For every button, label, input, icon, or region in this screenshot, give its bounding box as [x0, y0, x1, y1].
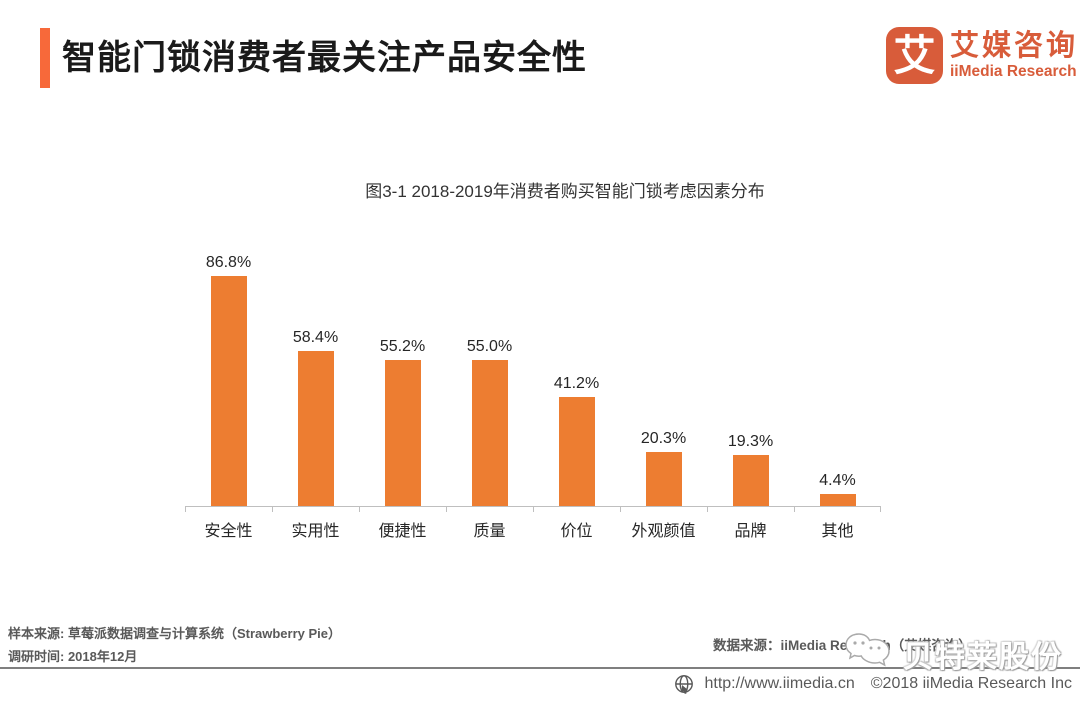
bar-value-label: 55.0% [466, 338, 513, 355]
title-accent-bar [40, 28, 50, 88]
bar [645, 452, 682, 506]
bar-value-label: 86.8% [205, 254, 252, 271]
category-label: 便捷性 [378, 523, 427, 540]
category-label: 质量 [473, 523, 506, 540]
logo-name-en: iiMedia Research [950, 63, 1077, 80]
axis-tick [446, 507, 447, 512]
category-label: 外观颜值 [631, 523, 696, 540]
category-label: 品牌 [734, 523, 767, 540]
iimedia-logo-text: 艾媒咨询 iiMedia Research [950, 27, 1078, 81]
axis-tick [707, 507, 708, 512]
footer-copyright: ©2018 iiMedia Research Inc [870, 675, 1072, 692]
wechat-icon [845, 628, 899, 679]
bar [471, 360, 508, 506]
page-title: 智能门锁消费者最关注产品安全性 [62, 39, 587, 77]
bar-value-label: 4.4% [819, 472, 856, 489]
category-label: 价位 [560, 523, 593, 540]
footer: http://www.iimedia.cn ©2018 iiMedia Rese… [674, 674, 1072, 694]
axis-tick [272, 507, 273, 512]
bar [558, 397, 595, 506]
footer-divider [0, 667, 1080, 669]
bar-value-label: 20.3% [640, 430, 687, 447]
iimedia-logo-icon: 艾 [886, 27, 943, 84]
category-label: 安全性 [204, 523, 253, 540]
bar [819, 494, 856, 506]
bar-value-label: 19.3% [727, 433, 774, 450]
footer-url: http://www.iimedia.cn [704, 675, 855, 692]
bar-chart-category-axis: 安全性 实用性 便捷性 质量 价位 外观颜值 品牌 其他 [185, 517, 881, 541]
bar-value-label: 55.2% [379, 338, 426, 355]
bar [297, 351, 334, 506]
axis-tick [880, 507, 881, 512]
bar-group: 55.0% [446, 248, 533, 506]
bar-value-label: 58.4% [292, 329, 339, 346]
bar-group: 86.8% [185, 248, 272, 506]
bar-value-label: 41.2% [553, 375, 600, 392]
axis-tick [359, 507, 360, 512]
bar-group: 55.2% [359, 248, 446, 506]
bar-chart: 86.8% 58.4% 55.2% 55.0% 41.2% 20.3% 19.3% 4.4% … [185, 248, 881, 541]
category-label: 实用性 [291, 523, 340, 540]
category-label: 其他 [821, 523, 854, 540]
watermark-text: 贝特莱股份 [903, 640, 1063, 674]
bar-group: 41.2% [533, 248, 620, 506]
axis-tick [620, 507, 621, 512]
bar-group: 19.3% [707, 248, 794, 506]
bar [210, 276, 247, 506]
bar-group: 4.4% [794, 248, 881, 506]
axis-tick [794, 507, 795, 512]
bar-chart-plot-area: 86.8% 58.4% 55.2% 55.0% 41.2% 20.3% 19.3% 4.4% [185, 248, 881, 512]
survey-time-note: 调研时间: 2018年12月 [8, 649, 138, 664]
bar-group: 58.4% [272, 248, 359, 506]
bar [732, 455, 769, 506]
logo-name-cn: 艾媒咨询 [950, 30, 1079, 62]
sample-source-note: 样本来源: 草莓派数据调查与计算系统（Strawberry Pie） [8, 626, 341, 641]
data-source-note: 数据来源：iiMedia Research（艾媒咨询） [713, 638, 972, 653]
footnote-left: 样本来源: 草莓派数据调查与计算系统（Strawberry Pie） 调研时间:… [8, 622, 341, 668]
watermark: 贝特莱股份 [845, 628, 1063, 679]
bar [384, 360, 421, 506]
axis-tick [185, 507, 186, 512]
bar-group: 20.3% [620, 248, 707, 506]
iimedia-logo: 艾 艾媒咨询 iiMedia Research [886, 27, 1078, 84]
chart-title: 图3-1 2018-2019年消费者购买智能门锁考虑因素分布 [365, 182, 765, 201]
globe-icon [674, 674, 694, 694]
axis-tick [533, 507, 534, 512]
